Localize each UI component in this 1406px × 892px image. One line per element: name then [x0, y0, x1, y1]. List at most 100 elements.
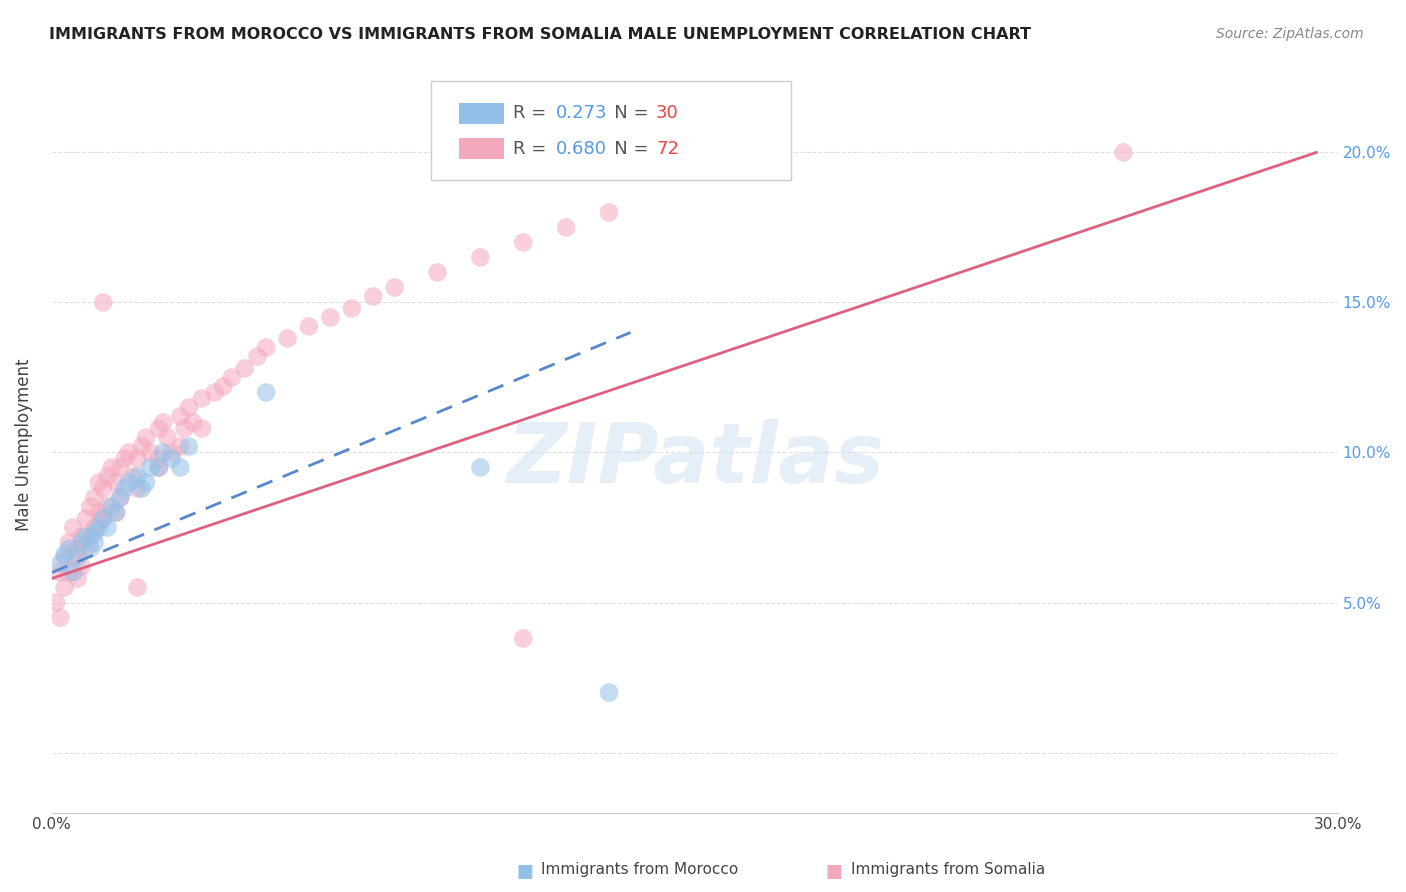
Point — [105, 506, 128, 520]
Point — [83, 520, 105, 534]
Point — [100, 460, 122, 475]
Text: ▪: ▪ — [516, 855, 534, 884]
Point — [114, 451, 136, 466]
Point — [319, 310, 342, 325]
Point — [118, 445, 141, 459]
Point — [70, 535, 93, 549]
Point — [470, 251, 492, 265]
Point — [91, 511, 114, 525]
Point — [177, 401, 200, 415]
Point — [62, 566, 84, 580]
Text: 0.680: 0.680 — [555, 140, 607, 158]
Point — [156, 430, 179, 444]
Text: 0.273: 0.273 — [555, 104, 607, 122]
Point — [110, 491, 132, 505]
Point — [110, 491, 132, 505]
Point — [152, 416, 174, 430]
Text: R =: R = — [513, 104, 553, 122]
Point — [426, 265, 449, 279]
Point — [87, 520, 110, 534]
Point — [384, 280, 406, 294]
Point — [122, 469, 145, 483]
Point — [152, 445, 174, 459]
Point — [598, 685, 620, 699]
Point — [246, 350, 269, 364]
Point — [181, 416, 204, 430]
Point — [49, 566, 72, 580]
Y-axis label: Male Unemployment: Male Unemployment — [15, 359, 32, 532]
Point — [173, 421, 195, 435]
Point — [139, 445, 162, 459]
Point — [118, 475, 141, 490]
Point — [105, 475, 128, 490]
Point — [598, 205, 620, 219]
Point — [127, 482, 149, 496]
Point — [212, 379, 235, 393]
Text: Source: ZipAtlas.com: Source: ZipAtlas.com — [1216, 27, 1364, 41]
Point — [100, 500, 122, 514]
Point — [87, 506, 110, 520]
Point — [135, 475, 157, 490]
FancyBboxPatch shape — [432, 81, 792, 180]
Point — [79, 529, 101, 543]
Text: Immigrants from Somalia: Immigrants from Somalia — [851, 863, 1045, 877]
Point — [66, 572, 89, 586]
Text: ▪: ▪ — [825, 855, 844, 884]
Point — [96, 469, 118, 483]
Point — [58, 535, 80, 549]
Point — [276, 331, 298, 345]
Point — [83, 535, 105, 549]
Point — [58, 566, 80, 580]
Point — [127, 451, 149, 466]
Point — [96, 520, 118, 534]
Point — [91, 295, 114, 310]
Point — [53, 581, 76, 595]
Point — [169, 409, 191, 424]
Point — [127, 469, 149, 483]
Point — [191, 421, 214, 435]
Point — [110, 460, 132, 475]
Point — [148, 460, 170, 475]
Text: N =: N = — [598, 140, 654, 158]
Point — [79, 541, 101, 556]
Point — [169, 440, 191, 454]
Point — [555, 220, 578, 235]
Point — [75, 511, 97, 525]
Point — [127, 581, 149, 595]
Point — [91, 511, 114, 525]
Point — [177, 440, 200, 454]
Point — [114, 482, 136, 496]
Point — [58, 541, 80, 556]
FancyBboxPatch shape — [460, 103, 505, 124]
Point — [87, 475, 110, 490]
Point — [66, 550, 89, 565]
Point — [470, 460, 492, 475]
Point — [191, 392, 214, 406]
Point — [62, 520, 84, 534]
Point — [361, 289, 384, 303]
Point — [204, 385, 226, 400]
Point — [233, 361, 256, 376]
Point — [1112, 145, 1135, 160]
Point — [160, 451, 183, 466]
Point — [340, 301, 363, 316]
Point — [254, 385, 277, 400]
Point — [148, 421, 170, 435]
Point — [221, 370, 243, 384]
Text: 72: 72 — [657, 140, 679, 158]
Point — [79, 500, 101, 514]
Text: 30: 30 — [657, 104, 679, 122]
Point — [49, 557, 72, 571]
Point — [70, 559, 93, 574]
Point — [135, 430, 157, 444]
Text: N =: N = — [598, 104, 654, 122]
Point — [45, 595, 67, 609]
Point — [83, 526, 105, 541]
Point — [49, 610, 72, 624]
Point — [148, 460, 170, 475]
Point — [75, 529, 97, 543]
Point — [512, 235, 534, 250]
Point — [70, 529, 93, 543]
Point — [148, 451, 170, 466]
Point — [53, 548, 76, 562]
